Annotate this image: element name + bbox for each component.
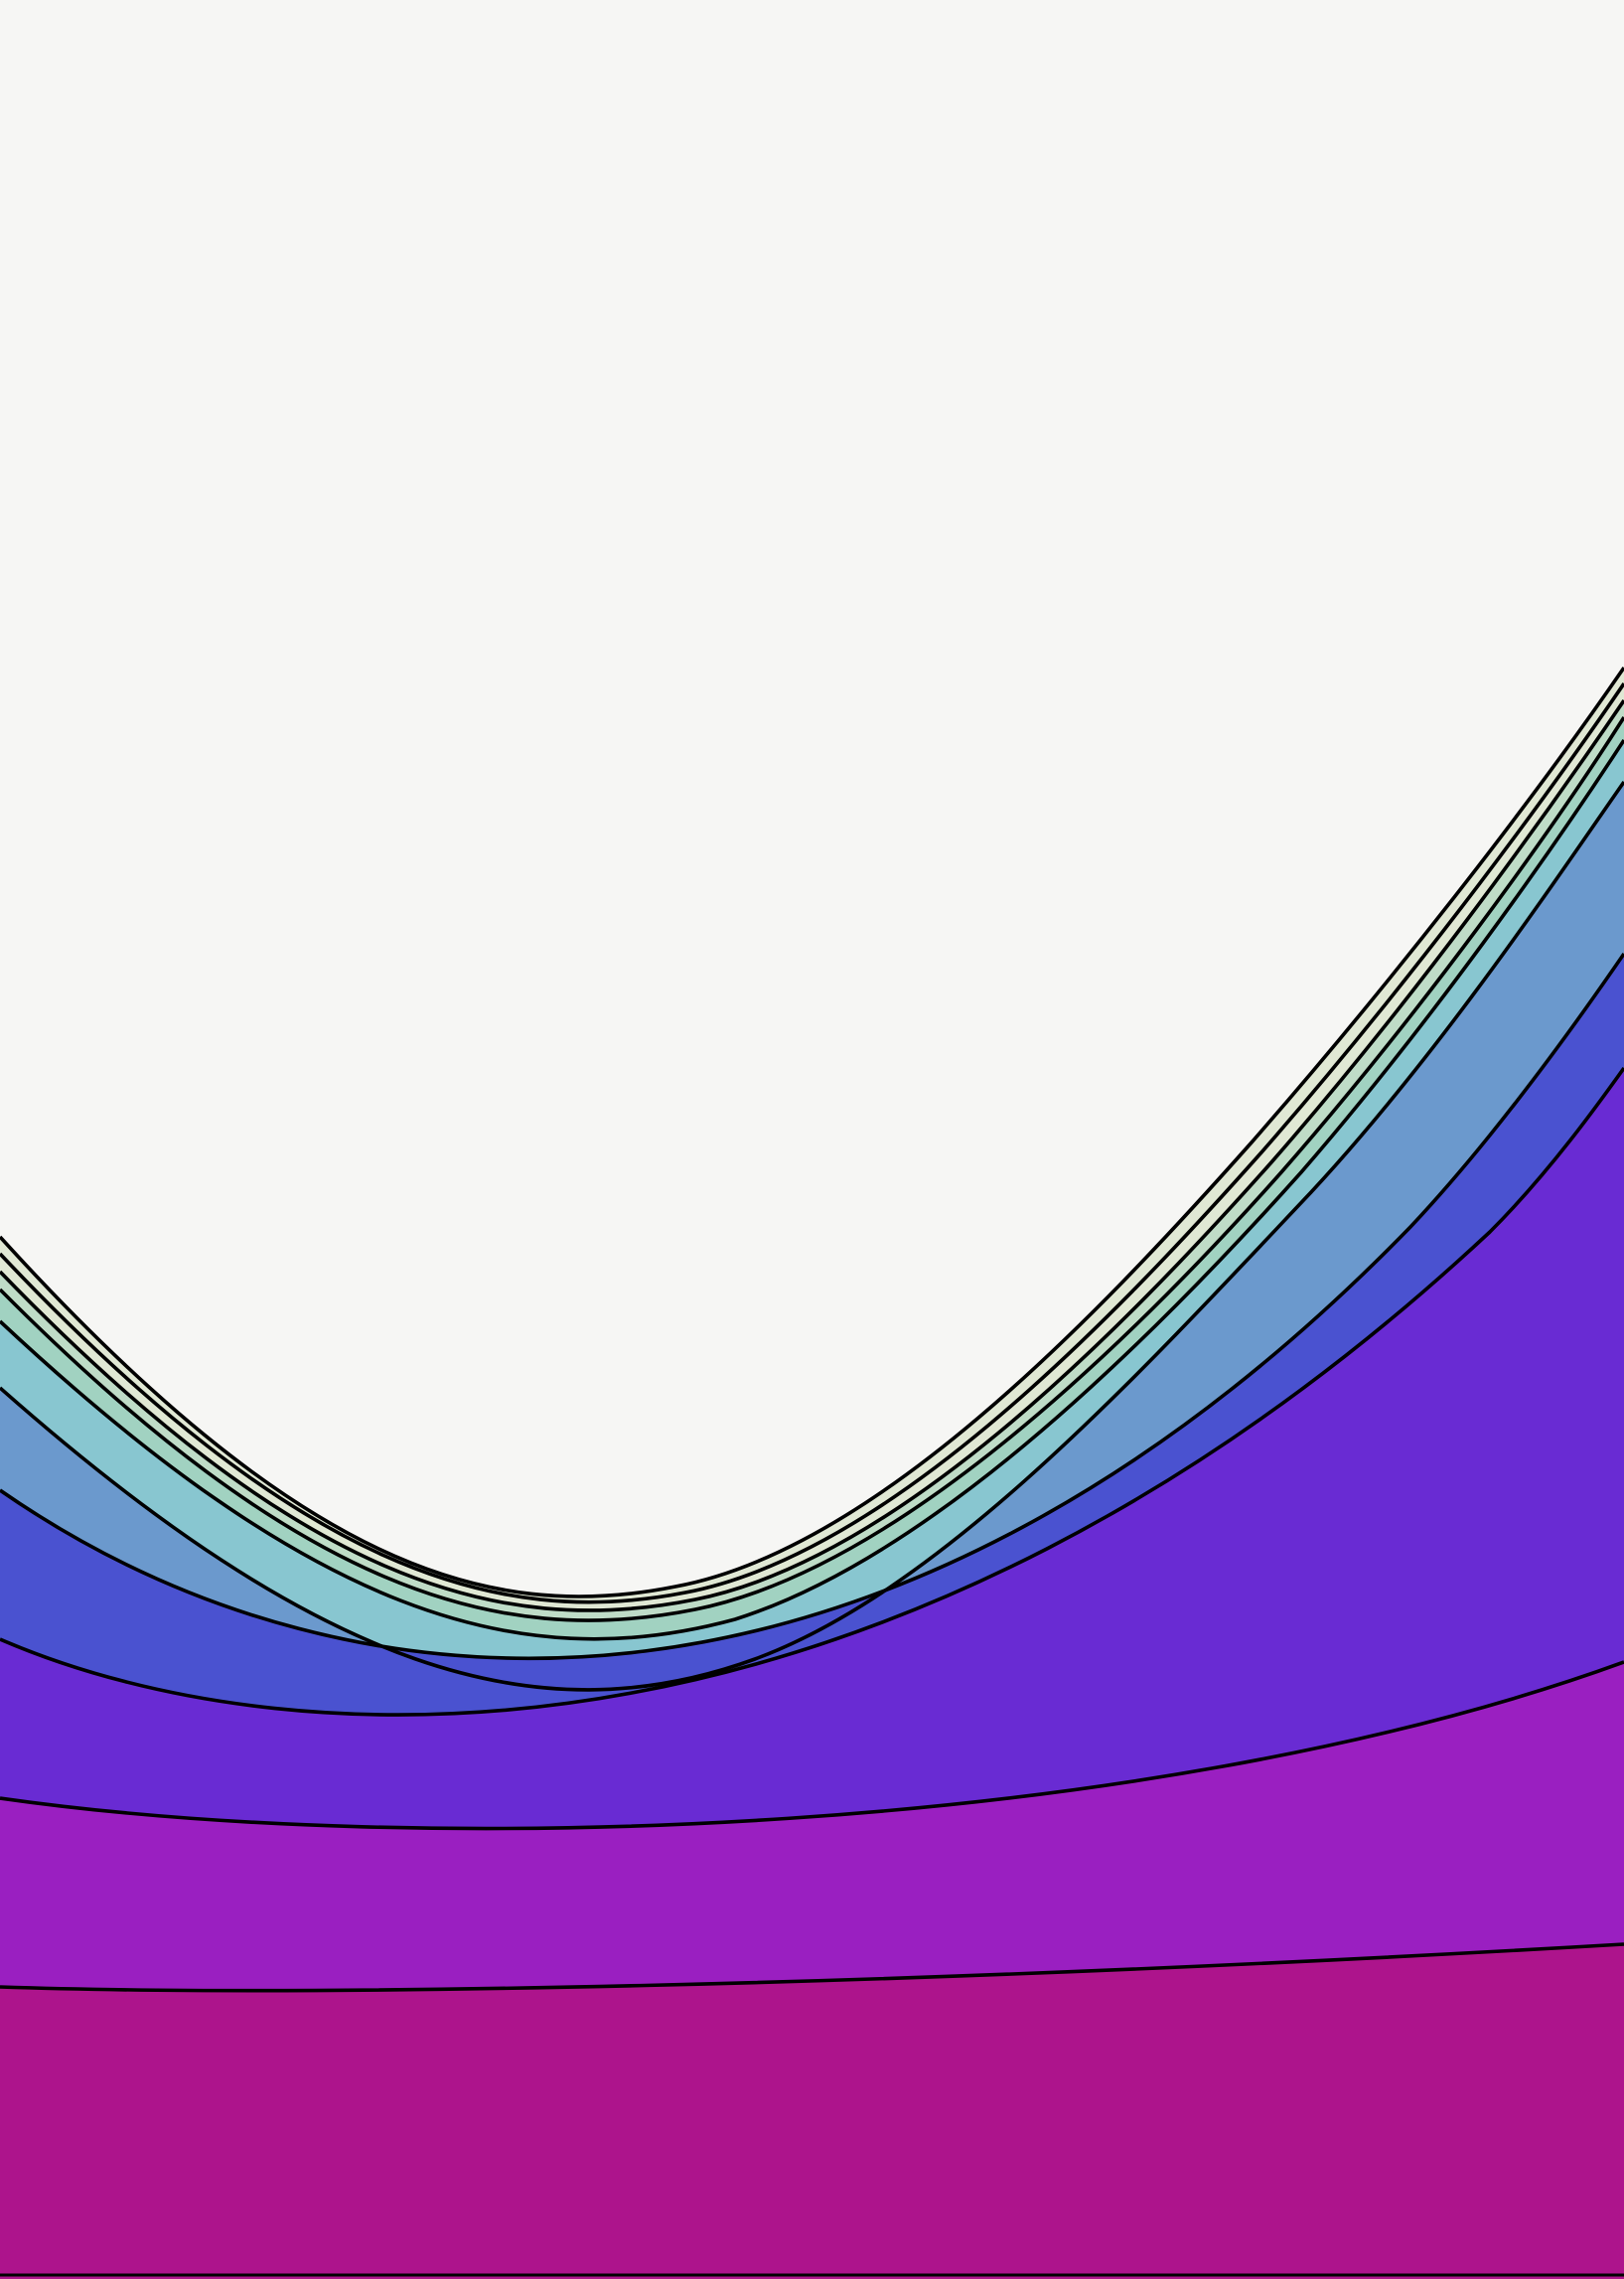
band-outline	[0, 1942, 1624, 1993]
band-magenta	[0, 1944, 1624, 2279]
band-outline	[0, 1660, 1624, 1831]
band-outline	[0, 739, 1624, 1641]
band-outline	[0, 780, 1624, 1692]
band-outline	[0, 716, 1624, 1622]
band-outline	[0, 666, 1624, 1598]
band-outline	[0, 698, 1624, 1612]
band-outline	[0, 1066, 1624, 1717]
band-outline	[0, 682, 1624, 1604]
band-outline	[0, 952, 1624, 1660]
wave-bands	[0, 668, 1624, 2279]
wave-outlines	[0, 666, 1624, 1993]
